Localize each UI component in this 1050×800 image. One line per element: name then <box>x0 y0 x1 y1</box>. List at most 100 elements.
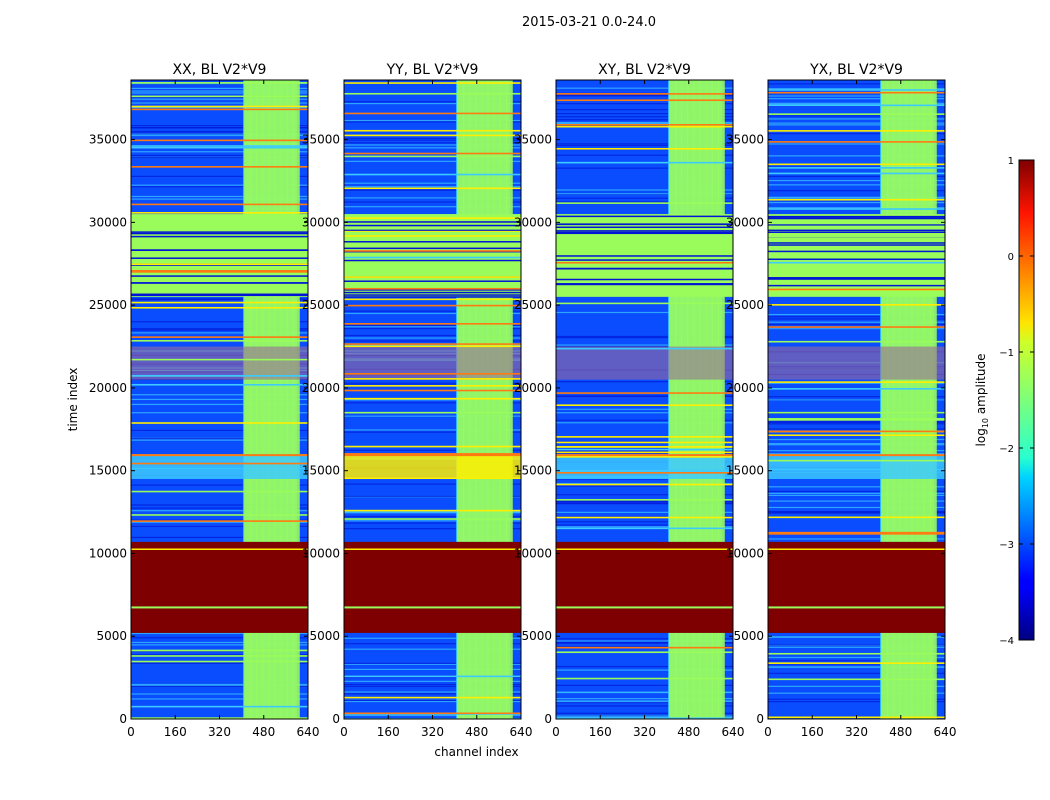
bright-edge <box>768 454 945 457</box>
rfi-line <box>556 646 733 649</box>
y-tick-label: 35000 <box>726 133 764 147</box>
noise-row <box>768 95 945 97</box>
rfi-line <box>768 533 945 535</box>
channel-stripe <box>881 80 889 719</box>
bright-edge <box>556 454 733 457</box>
flat-gap-line <box>768 231 945 233</box>
x-tick-label: 480 <box>889 725 912 739</box>
noise-row <box>131 507 308 509</box>
noise-row <box>556 640 733 642</box>
flat-gap-line <box>131 282 308 284</box>
rfi-line <box>768 91 945 94</box>
noise-row <box>556 485 733 487</box>
noise-row <box>344 399 521 401</box>
noise-row <box>556 121 733 124</box>
noise-row <box>768 666 945 668</box>
channel-stripe <box>274 80 282 719</box>
noise-row <box>768 396 945 398</box>
y-tick-label: 25000 <box>726 298 764 312</box>
flat-gap-line <box>344 296 521 298</box>
noise-row <box>131 685 308 687</box>
rfi-line <box>768 326 945 328</box>
channel-stripe <box>717 80 725 719</box>
noise-row <box>556 641 733 643</box>
flat-gap-line <box>768 258 945 261</box>
noise-row <box>768 698 945 700</box>
y-tick-label: 25000 <box>302 298 340 312</box>
noise-row <box>556 154 733 156</box>
noise-row <box>768 197 945 199</box>
noise-row <box>556 144 733 147</box>
noise-row <box>344 310 521 312</box>
noise-row <box>556 311 733 314</box>
rfi-line <box>556 404 733 407</box>
noise-row <box>556 395 733 397</box>
noise-row <box>768 660 945 662</box>
noise-row <box>768 207 945 209</box>
rfi-line <box>344 173 521 176</box>
rfi-line <box>768 678 945 681</box>
rfi-line <box>768 104 945 107</box>
flat-gap-line <box>556 215 733 218</box>
noise-row <box>556 684 733 687</box>
flat-gap-line <box>556 226 733 229</box>
rfi-line <box>131 271 308 273</box>
noise-row <box>768 644 945 646</box>
rfi-line <box>768 304 945 306</box>
flat-gap-line <box>131 249 308 251</box>
channel-stripe <box>911 80 919 719</box>
rfi-line <box>131 649 308 652</box>
rfi-line <box>768 235 945 238</box>
rfi-line <box>344 298 521 301</box>
x-tick-label: 160 <box>164 725 187 739</box>
noise-row <box>344 668 521 671</box>
rfi-line <box>768 172 945 175</box>
flat-gap-line <box>768 242 945 244</box>
rfi-line <box>344 343 521 345</box>
flat-gap-line <box>768 224 945 226</box>
rfi-line <box>344 389 521 392</box>
noise-row <box>768 538 945 540</box>
noise-row <box>768 175 945 177</box>
noise-row <box>131 644 308 646</box>
noise-row <box>768 636 945 638</box>
rfi-line <box>768 419 945 421</box>
rfi-line <box>556 99 733 102</box>
rfi-line <box>344 129 521 132</box>
heatmap-image <box>131 80 308 719</box>
rfi-line <box>344 378 521 380</box>
rfi-line <box>131 660 308 663</box>
noise-row <box>556 501 733 503</box>
noise-row <box>768 143 945 145</box>
saturated-line <box>556 606 733 609</box>
noise-row <box>768 646 945 648</box>
noise-row <box>131 90 308 92</box>
flat-gap-line <box>556 255 733 257</box>
flat-gap-line <box>768 244 945 246</box>
noise-row <box>131 198 308 200</box>
noise-row <box>344 101 521 103</box>
noise-row <box>131 439 308 441</box>
noise-row <box>131 641 308 644</box>
colorbar-tick-label: −2 <box>999 444 1014 455</box>
noise-row <box>344 137 521 139</box>
channel-stripe <box>505 80 513 719</box>
rfi-line <box>768 381 945 383</box>
channel-stripe <box>905 80 913 719</box>
flat-block <box>768 214 945 297</box>
rfi-line <box>344 518 521 520</box>
noise-row <box>131 651 308 653</box>
rfi-line <box>131 336 308 338</box>
y-tick-label: 10000 <box>514 546 552 560</box>
noise-row <box>131 298 308 300</box>
rfi-line <box>768 167 945 169</box>
x-tick-label: 160 <box>801 725 824 739</box>
noise-row <box>131 156 308 158</box>
rfi-line <box>768 662 945 664</box>
noise-row <box>768 399 945 401</box>
rfi-line <box>344 397 521 400</box>
y-tick-label: 5000 <box>309 629 340 643</box>
y-tick-label: 30000 <box>89 215 127 229</box>
noise-row <box>768 88 945 90</box>
flat-gap-line <box>768 217 945 219</box>
